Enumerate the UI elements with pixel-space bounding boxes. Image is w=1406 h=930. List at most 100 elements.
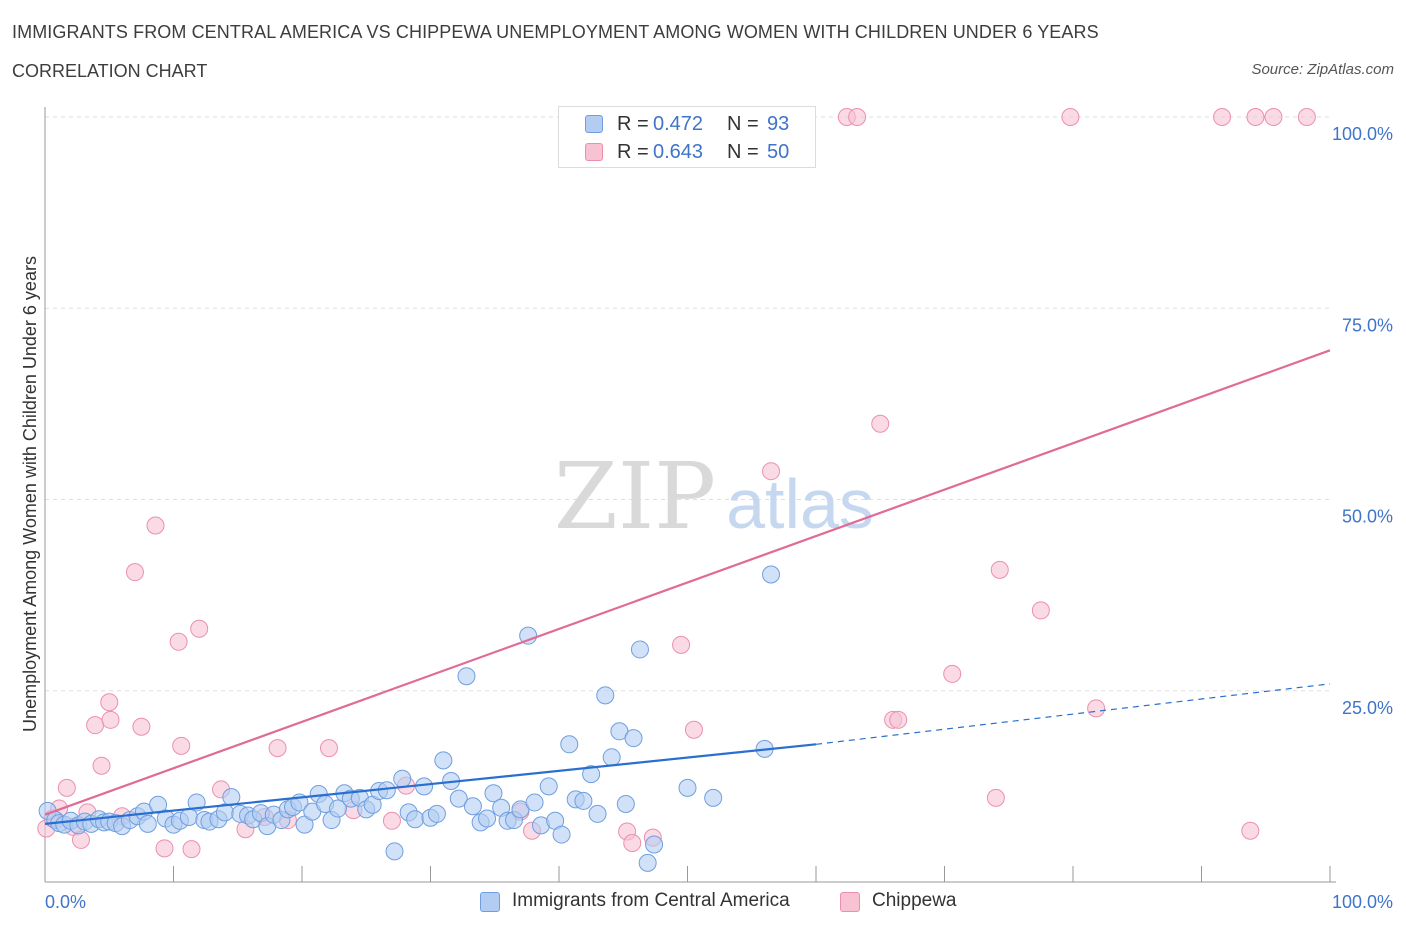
axes — [44, 107, 1336, 883]
chippewa-point — [672, 635, 691, 654]
chippewa-point — [190, 619, 209, 638]
x-tick-label: 0.0% — [45, 892, 86, 912]
central-america-point — [560, 735, 579, 754]
central-america-point — [138, 814, 157, 833]
chippewa-point — [871, 414, 890, 433]
central-america-point — [385, 842, 404, 861]
central-america-point — [393, 769, 412, 788]
n-label: N = — [727, 113, 759, 135]
central-america-point — [624, 729, 643, 748]
chippewa-point — [169, 632, 188, 651]
chart-subtitle: CORRELATION CHART — [12, 61, 208, 81]
central-america-point — [519, 626, 538, 645]
central-america-point — [582, 765, 601, 784]
chart-title: IMMIGRANTS FROM CENTRAL AMERICA VS CHIPP… — [12, 22, 1099, 42]
pink-swatch-icon — [840, 892, 860, 912]
n-label: N = — [727, 141, 759, 163]
chippewa-point — [1031, 601, 1050, 620]
chippewa-point — [943, 664, 962, 683]
chippewa-point — [86, 716, 105, 735]
y-tick-label: 100.0% — [1332, 124, 1393, 144]
central-america-point — [678, 778, 697, 797]
central-america-point — [762, 565, 781, 584]
watermark-zip: ZIP — [554, 443, 716, 550]
central-america-point — [406, 810, 425, 829]
central-america-point — [449, 789, 468, 808]
chippewa-point — [1241, 821, 1260, 840]
y-tick-label: 50.0% — [1342, 507, 1393, 527]
blue-swatch-icon — [585, 115, 603, 133]
chippewa-point — [1246, 108, 1265, 126]
central-america-point — [328, 799, 347, 818]
central-america-point — [638, 853, 657, 872]
legend-label: Chippewa — [872, 890, 957, 911]
central-america-point — [616, 794, 635, 813]
chippewa-point — [100, 693, 119, 712]
central-america-point — [630, 640, 649, 659]
chippewa-point — [1264, 108, 1283, 126]
central-america-points — [38, 565, 781, 872]
central-america-trend-line — [44, 743, 817, 825]
watermark-atlas: atlas — [726, 465, 874, 543]
n-value: 50 — [767, 141, 790, 163]
central-america-trend-extension — [815, 683, 1331, 745]
chippewa-point — [1087, 699, 1106, 718]
chippewa-point — [172, 736, 191, 755]
chippewa-point — [990, 560, 1009, 579]
chippewa-point — [92, 756, 111, 775]
r-label: R = — [617, 141, 649, 163]
chippewa-point — [182, 840, 201, 859]
central-america-point — [645, 835, 664, 854]
chippewa-point — [101, 710, 120, 729]
central-america-point — [552, 825, 571, 844]
legend-label: Immigrants from Central America — [512, 890, 790, 911]
central-america-point — [484, 784, 503, 803]
series-legend: Immigrants from Central America Chippewa — [0, 889, 1406, 915]
x-tick-label: 100.0% — [1332, 892, 1393, 912]
pink-swatch-icon — [585, 143, 603, 161]
central-america-point — [434, 751, 453, 770]
central-america-point — [539, 777, 558, 796]
trend-lines — [44, 349, 1331, 825]
chippewa-point — [1061, 108, 1080, 126]
central-america-point — [525, 793, 544, 812]
central-america-point — [457, 667, 476, 686]
source-credit: Source: ZipAtlas.com — [1251, 61, 1394, 78]
legend-row-chippewa: R = 0.643 N = 50 — [559, 138, 815, 166]
central-america-point — [588, 804, 607, 823]
r-value: 0.643 — [653, 141, 704, 163]
chippewa-point — [623, 833, 642, 852]
chippewa-point — [684, 720, 703, 739]
chippewa-point — [1297, 108, 1316, 126]
central-america-point — [596, 686, 615, 705]
y-tick-label: 75.0% — [1342, 315, 1393, 335]
chippewa-point — [889, 710, 908, 729]
central-america-point — [704, 788, 723, 807]
correlation-legend: R = 0.472 N = 93 R = 0.643 N = 50 — [558, 106, 816, 168]
chippewa-point — [155, 839, 174, 858]
chippewa-trend-line — [44, 349, 1331, 816]
n-value: 93 — [767, 113, 790, 135]
chippewa-point — [146, 516, 165, 535]
y-axis-label: Unemployment Among Women with Children U… — [20, 256, 40, 732]
r-label: R = — [617, 113, 649, 135]
chippewa-point — [319, 739, 338, 758]
tick-labels: 25.0% 50.0% 75.0% 100.0% 0.0% 100.0% — [45, 124, 1393, 912]
chippewa-point — [986, 788, 1005, 807]
central-america-point — [574, 791, 593, 810]
central-america-point — [463, 797, 482, 816]
y-tick-label: 25.0% — [1342, 698, 1393, 718]
chippewa-point — [268, 739, 287, 758]
central-america-point — [427, 804, 446, 823]
legend-row-central-america: R = 0.472 N = 93 — [559, 110, 815, 138]
chippewa-point — [57, 778, 76, 797]
chippewa-point — [382, 811, 401, 830]
central-america-point — [602, 748, 621, 767]
chippewa-point — [125, 563, 144, 582]
r-value: 0.472 — [653, 113, 704, 135]
gridlines — [45, 116, 1330, 692]
chippewa-point — [132, 717, 151, 736]
chippewa-point — [1213, 108, 1232, 126]
chippewa-point — [762, 462, 781, 481]
